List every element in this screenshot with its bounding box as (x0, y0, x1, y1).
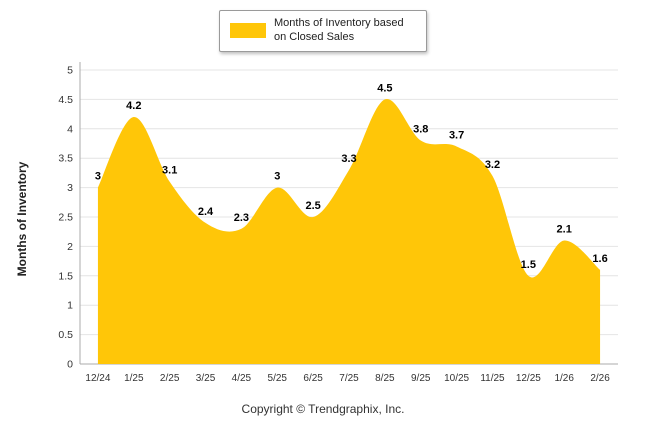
y-tick-label: 2 (67, 241, 73, 253)
value-label: 2.4 (198, 206, 214, 218)
area-series (97, 98, 601, 364)
y-tick-label: 5 (67, 65, 73, 77)
value-label: 1.5 (521, 259, 536, 271)
x-tick-label: 5/25 (268, 373, 288, 384)
value-label: 3.8 (413, 124, 428, 136)
value-label: 3 (274, 171, 280, 183)
y-tick-label: 0 (67, 359, 73, 371)
y-tick-label: 2.5 (58, 212, 73, 224)
value-label: 2.3 (234, 212, 249, 224)
x-tick-label: 8/25 (375, 373, 395, 384)
x-tick-label: 3/25 (196, 373, 216, 384)
copyright-text: Copyright © Trendgraphix, Inc. (241, 402, 405, 416)
y-tick-label: 0.5 (58, 329, 73, 341)
y-tick-label: 3.5 (58, 153, 73, 165)
y-tick-label: 3 (67, 182, 73, 194)
x-tick-label: 12/24 (85, 373, 110, 384)
x-tick-label: 12/25 (516, 373, 541, 384)
value-label: 3.1 (162, 165, 177, 177)
x-tick-label: 11/25 (480, 373, 505, 384)
x-tick-label: 1/26 (554, 373, 574, 384)
x-tick-label: 2/26 (590, 373, 610, 384)
value-label: 3.2 (485, 159, 500, 171)
inventory-area-chart: 0 0.5 1 1.5 2 2.5 3 3.5 4 4.5 5 3 4.2 3.1 2.4 2.3 3 2.5 3.… (58, 62, 618, 384)
legend-color-swatch (230, 23, 266, 39)
x-tick-label: 9/25 (411, 373, 431, 384)
x-tick-label: 7/25 (339, 373, 359, 384)
value-label: 4.5 (377, 82, 392, 94)
x-tick-label: 6/25 (303, 373, 323, 384)
value-label: 3.3 (341, 153, 356, 165)
y-tick-label: 1 (67, 300, 73, 312)
value-label: 4.2 (126, 100, 141, 112)
x-tick-label: 10/25 (444, 373, 469, 384)
value-label: 1.6 (592, 253, 607, 265)
x-tick-label: 1/25 (124, 373, 144, 384)
x-tick-label: 4/25 (232, 373, 252, 384)
y-tick-label: 1.5 (58, 270, 73, 282)
value-label: 3.7 (449, 129, 464, 141)
value-label: 2.5 (305, 200, 320, 212)
x-tick-label: 2/25 (160, 373, 180, 384)
y-tick-label: 4 (67, 123, 73, 135)
value-label: 3 (95, 171, 101, 183)
y-tick-label: 4.5 (58, 94, 73, 106)
value-label: 2.1 (557, 224, 572, 236)
legend: Months of Inventory based on Closed Sale… (219, 10, 427, 52)
legend-label: Months of Inventory based on Closed Sale… (274, 17, 404, 43)
